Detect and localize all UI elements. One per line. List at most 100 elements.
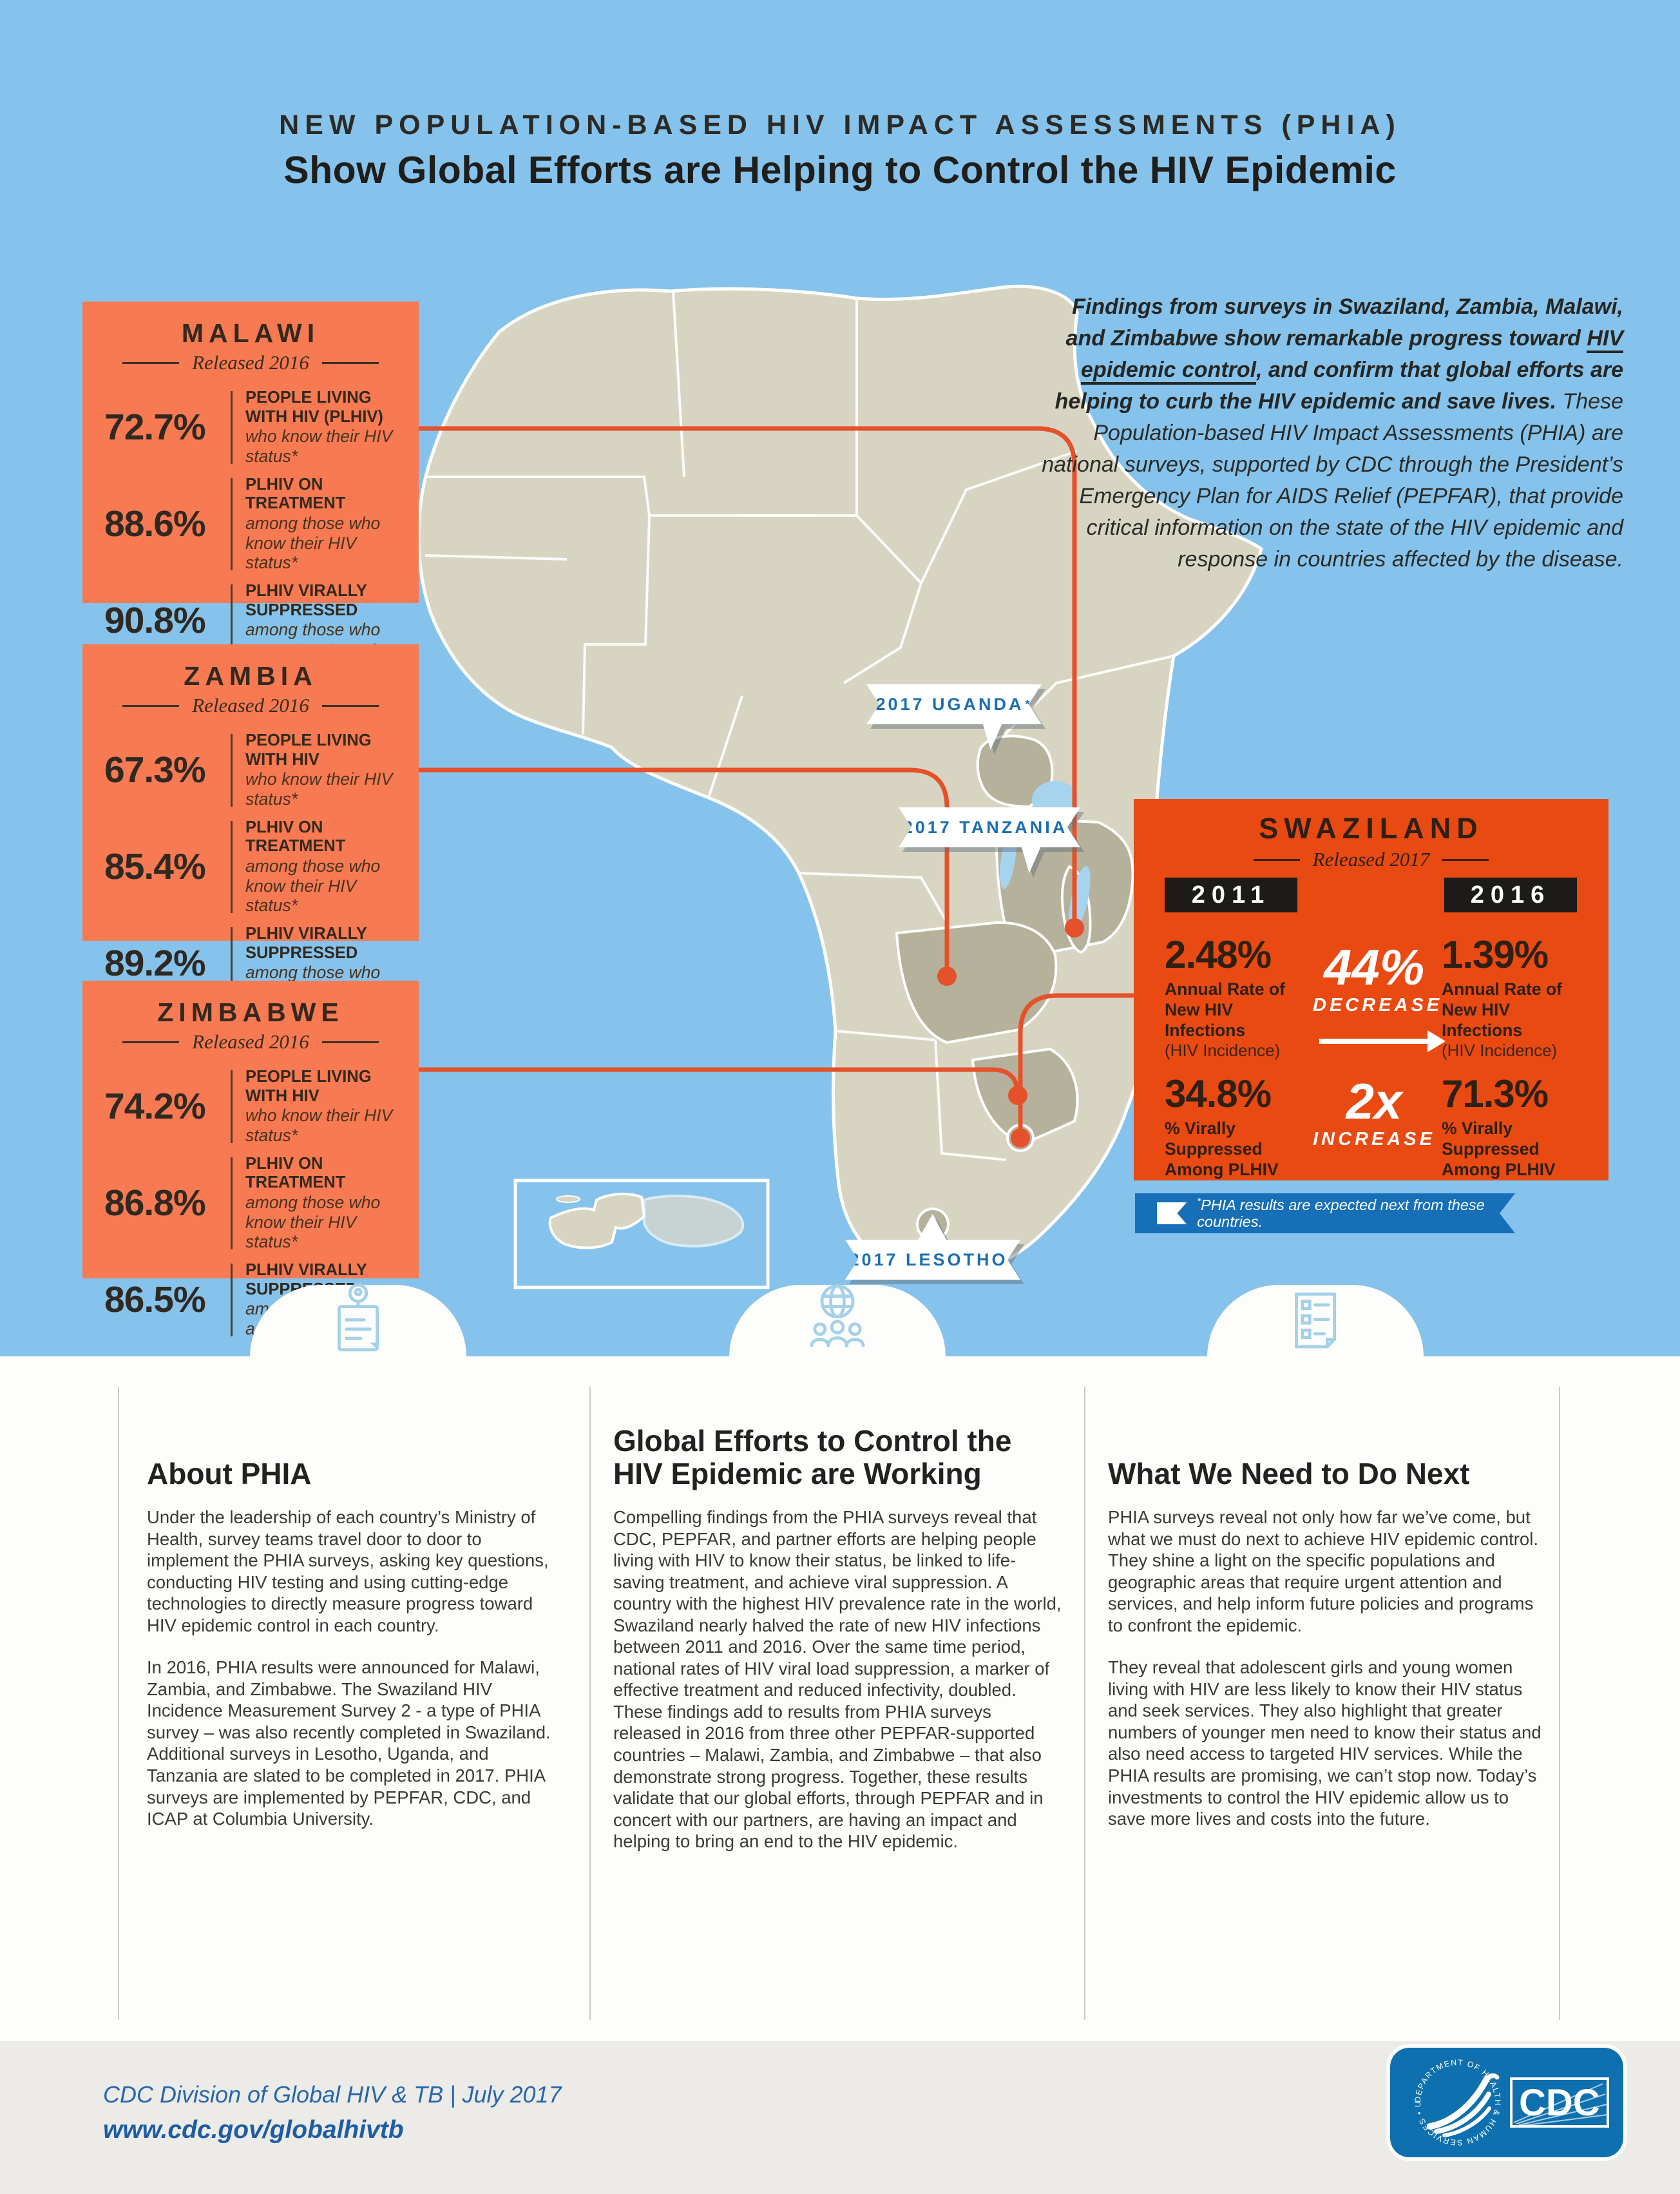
stat-label: PLHIV ON TREATMENT (245, 818, 346, 856)
intro-rest: These Population-based HIV Impact Assess… (1042, 389, 1623, 572)
haiti-inset (513, 1179, 770, 1289)
callout-pointer (917, 1214, 947, 1241)
map-country-zambia (895, 921, 1058, 1044)
country-borders (425, 291, 1174, 1161)
stat-label: PEOPLE LIVING WITH HIV (PLHIV) (245, 389, 383, 426)
column-paragraph: They reveal that adolescent girls and yo… (1108, 1657, 1542, 1829)
column-what-next: What We Need to Do Next PHIA surveys rev… (1108, 1393, 1545, 1851)
stat-value: 74.2% (104, 1086, 206, 1128)
stat-label: % Virally Suppressed Among PLHIV (1442, 1119, 1556, 1179)
stat-label: PEOPLE LIVING WITH HIV (245, 1068, 372, 1105)
year-chip-2016: 2016 (1444, 878, 1577, 912)
cdc-wordmark: CDC (1519, 2082, 1600, 2124)
stat-row: 72.7% PEOPLE LIVING WITH HIV (PLHIV) who… (104, 389, 399, 467)
change-label: INCREASE (1313, 1129, 1435, 1150)
released-line: Released 2016 (82, 694, 419, 717)
connector-dots (937, 918, 1084, 1148)
intro-underlined: HIV epidemic control (1081, 325, 1623, 385)
stat-label: % Virally Suppressed Among PLHIV (1165, 1119, 1279, 1179)
swazi-change-decrease: 44% DECREASE (1313, 939, 1443, 1016)
callout-asterisk: * (1069, 820, 1076, 834)
dot-zambia (937, 967, 957, 986)
stat-label: PEOPLE LIVING WITH HIV (245, 731, 372, 769)
intro-lead: Findings from surveys in Swaziland, Zamb… (1065, 294, 1623, 351)
stat-label: PLHIV VIRALLY SUPPRESSED (245, 581, 367, 619)
survey-document-pin-icon (338, 1283, 379, 1352)
stat-value: 85.4% (104, 846, 206, 888)
column-paragraph: PHIA surveys reveal not only how far we’… (1108, 1507, 1538, 1635)
callout-pointer (1021, 846, 1042, 873)
stat-sublabel: who know their HIV status* (245, 427, 393, 466)
column-paragraph: Compelling findings from the PHIA survey… (613, 1507, 1062, 1852)
released-text: Released 2017 (1312, 848, 1430, 871)
footer-url[interactable]: www.cdc.gov/globalhivtb (103, 2116, 404, 2144)
change-label: DECREASE (1313, 995, 1443, 1015)
country-name: ZAMBIA (184, 661, 318, 691)
column-divider (589, 1387, 591, 2020)
country-box-zimbabwe: ZIMBABWE Released 2016 74.2% PEOPLE LIVI… (82, 981, 419, 1365)
stat-value: 89.2% (104, 943, 206, 985)
phia-note-ribbon: *PHIA results are expected next from the… (1135, 1193, 1515, 1233)
stat-label: PLHIV ON TREATMENT (245, 475, 346, 513)
callout-tanzania: 2017 TANZANIA * (899, 807, 1080, 873)
dot-zimbabwe (1008, 1086, 1027, 1105)
hhs-eagle-icon (1427, 2073, 1500, 2137)
arch-about (250, 1283, 466, 1357)
stat-value: 86.5% (104, 1279, 206, 1321)
swazi-2011-incidence: 2.48% Annual Rate of New HIV Infections … (1165, 936, 1313, 1061)
callout-label: 2017 LESOTHO (849, 1249, 1008, 1269)
page-title: Show Global Efforts are Helping to Contr… (283, 149, 1397, 191)
stat-value: 72.7% (104, 407, 206, 448)
stat-value: 67.3% (104, 749, 206, 791)
cdc-rays (1513, 2083, 1608, 2126)
note-text: PHIA results are expected next from thes… (1197, 1196, 1485, 1231)
connector-zambia (419, 767, 950, 976)
swazi-2011-suppression: 34.8% % Virally Suppressed Among PLHIV (1165, 1075, 1313, 1180)
arch-next (1207, 1285, 1424, 1357)
intro-lead-end: , and confirm that global efforts are he… (1055, 357, 1623, 414)
change-value: 2x (1346, 1073, 1402, 1130)
column-global-efforts: Global Efforts to Control the HIV Epidem… (613, 1393, 1064, 1873)
swazi-change-increase: 2x INCREASE (1313, 1076, 1435, 1150)
column-paragraph: Under the leadership of each country’s M… (147, 1507, 549, 1635)
column-title: About PHIA (147, 1457, 312, 1491)
stat-sublabel: among those who know their HIV status* (245, 1192, 381, 1252)
column-divider (1084, 1387, 1085, 2020)
country-name: MALAWI (181, 318, 320, 348)
swazi-2016-incidence: 1.39% Annual Rate of New HIV Infections … (1442, 936, 1590, 1061)
swazi-2016-suppression: 71.3% % Virally Suppressed Among PLHIV (1442, 1075, 1590, 1180)
callout-asterisk: * (1025, 697, 1033, 711)
country-box-malawi: MALAWI Released 2016 72.7% PEOPLE LIVING… (82, 302, 419, 686)
inset-dominican-republic (643, 1195, 745, 1247)
column-divider (118, 1387, 119, 2020)
stat-sublabel: who know their HIV status* (245, 769, 393, 809)
stat-label: Annual Rate of New HIV Infections (1442, 979, 1562, 1040)
callout-label: 2017 TANZANIA (902, 817, 1068, 837)
cdc-box (1510, 2077, 1609, 2128)
flag-icon (1157, 1202, 1187, 1224)
released-line: Released 2016 (82, 1030, 419, 1054)
change-value: 44% (1323, 939, 1425, 996)
stat-row: 67.3% PEOPLE LIVING WITH HIV who know th… (104, 731, 399, 809)
country-name: ZIMBABWE (157, 997, 344, 1027)
column-title: What We Need to Do Next (1108, 1457, 1470, 1491)
column-divider (1559, 1387, 1560, 2020)
stat-label: PLHIV ON TREATMENT (245, 1154, 346, 1192)
callout-asterisk: * (1009, 1253, 1017, 1266)
dot-malawi (1065, 918, 1084, 938)
note-asterisk: * (1197, 1195, 1201, 1207)
stat-value: 90.8% (104, 600, 206, 642)
released-text: Released 2016 (192, 694, 309, 717)
arrow-right-icon (1319, 1030, 1446, 1052)
inset-haiti (548, 1193, 646, 1249)
released-line: Released 2016 (82, 351, 419, 374)
stat-sublabel: (HIV Incidence) (1165, 1041, 1281, 1061)
cdc-logo: DEPARTMENT OF HEALTH & HUMAN SERVICES • … (1387, 2041, 1623, 2157)
callout-uganda: 2017 UGANDA * (866, 684, 1042, 750)
stat-value: 86.8% (104, 1182, 206, 1224)
checklist-document-icon (1295, 1293, 1336, 1349)
swaziland-box: SWAZILAND Released 2017 2011 2016 2.48% … (1134, 799, 1608, 1180)
page-kicker: NEW POPULATION-BASED HIV IMPACT ASSESSME… (279, 110, 1401, 140)
released-text: Released 2016 (192, 1030, 309, 1053)
